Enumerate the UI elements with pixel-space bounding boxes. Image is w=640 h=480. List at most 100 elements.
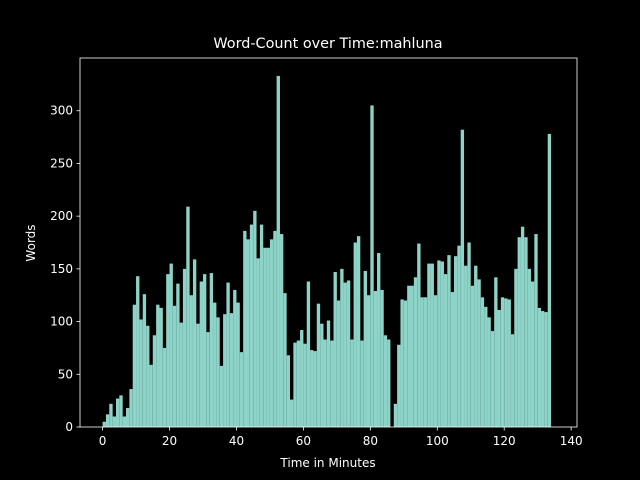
bar [283,293,287,427]
bar [363,270,367,427]
bar [162,347,167,427]
bar [142,294,147,427]
bar [239,352,244,427]
bar [172,305,177,427]
bar [477,279,481,427]
bar [377,253,381,427]
bar [520,226,525,427]
chart-title: Word-Count over Time:mahluna [213,36,442,52]
bar [353,242,357,427]
bar [166,274,170,427]
bar [306,281,311,427]
y-tick-label: 0 [65,420,73,434]
bar [457,245,461,427]
bar [202,274,207,427]
bar [484,306,488,427]
bar [273,230,277,427]
bar [547,133,552,427]
bar [530,281,535,427]
bar [517,237,521,427]
bar [410,285,414,427]
bar [541,311,545,427]
bar [243,230,247,427]
bar [226,282,230,427]
bar [494,277,498,427]
x-axis-label: Time in Minutes [279,456,375,470]
bar [350,339,354,427]
bar [119,395,123,427]
y-axis-label: Words [24,224,38,261]
bar [139,319,143,427]
bar [105,414,110,427]
bar [534,234,538,427]
bar [370,105,374,427]
bar [500,297,505,427]
bar [380,289,384,427]
bar [333,272,337,427]
bar [146,325,150,427]
bar [527,268,531,427]
bar [514,268,518,427]
bar [196,323,200,427]
bar [366,295,371,427]
bar [276,75,280,428]
bar [229,313,234,427]
bar [330,340,334,427]
bar [259,224,264,427]
bar [263,247,267,427]
bar [430,263,434,427]
bar [223,314,227,427]
bar [122,416,127,427]
bar [413,277,418,427]
bar [300,330,304,427]
bar [102,421,106,427]
bar [356,236,361,427]
bar [397,344,401,427]
bar [343,282,347,427]
bar [169,263,173,427]
bar [420,297,424,427]
bar [346,280,351,427]
bar [336,300,341,427]
bar [487,317,491,427]
bar [126,408,130,427]
bar [403,300,408,427]
x-tick-label: 100 [426,434,449,448]
x-tick-label: 40 [229,434,244,448]
bar [209,273,214,427]
bar [176,283,180,427]
bar [115,398,120,427]
bar [460,129,465,428]
y-tick-label: 150 [50,262,73,276]
bar [192,259,197,427]
bar [132,304,137,427]
bar [433,295,438,427]
bar [504,298,508,427]
bar [279,234,284,427]
bar [199,281,203,427]
bar [159,307,163,427]
bar [182,268,187,427]
bar [537,307,542,427]
bar [454,256,458,427]
plot-frame [79,57,578,428]
bar [326,320,331,427]
bar [443,274,448,427]
bar [219,365,224,427]
bar [213,302,217,427]
x-tick-label: 0 [99,434,107,448]
bar [373,290,378,427]
bar [296,340,301,427]
bar [149,364,153,427]
bar [186,206,190,427]
bar [423,297,428,427]
bar [216,317,220,427]
bar [360,340,364,427]
bar [179,322,183,427]
bar [303,343,307,427]
bar [293,342,297,427]
bar [480,297,485,427]
bar [440,261,444,427]
bar [400,299,404,427]
